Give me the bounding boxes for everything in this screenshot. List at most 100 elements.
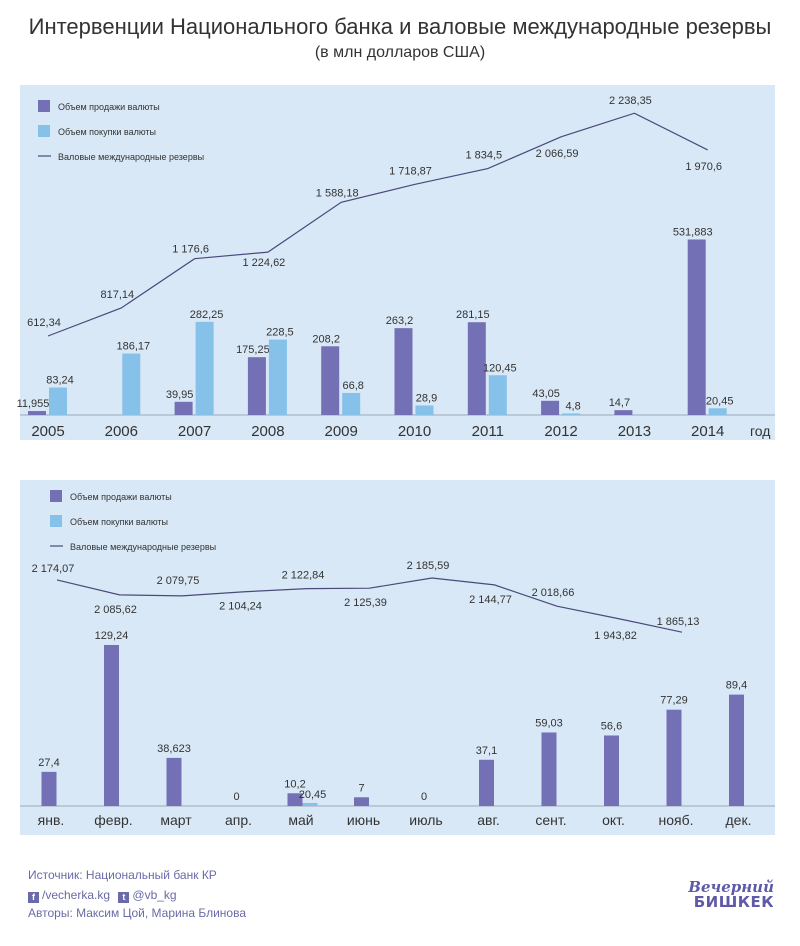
reserves-label: 1 176,6	[172, 244, 209, 256]
social-links: f/vecherka.kg t @vb_kg	[28, 888, 177, 903]
sale-bar	[666, 709, 682, 806]
purchase-bar	[268, 339, 287, 415]
chart1-x-tick: 2011	[472, 423, 504, 440]
sale-bar-label: 77,29	[660, 695, 688, 707]
chart1-x-tick: 2009	[325, 423, 358, 440]
legend-sale-swatch	[38, 100, 50, 112]
sale-bar	[604, 735, 619, 806]
sale-bar-label: 39,95	[166, 389, 194, 401]
reserves-label: 1 970,6	[685, 161, 722, 173]
chart2-x-tick: нояб.	[658, 812, 693, 828]
chart1-x-tick: 2014	[691, 423, 724, 440]
sale-bar	[614, 410, 633, 415]
sale-bar	[541, 400, 560, 415]
chart1-x-tick: 2013	[618, 423, 651, 440]
reserves-label: 1 588,18	[316, 187, 359, 199]
authors-text: Авторы: Максим Цой, Марина Блинова	[28, 906, 246, 920]
sale-bar-label: 89,4	[726, 680, 747, 692]
chart1-x-tick: 2006	[105, 423, 138, 440]
sale-bar	[467, 322, 486, 415]
chart1-x-tick: 2005	[31, 423, 64, 440]
sale-bar-label: 27,4	[38, 757, 59, 769]
reserves-label: 2 066,59	[536, 148, 579, 160]
sale-bar	[28, 411, 46, 415]
chart2-x-tick: май	[288, 812, 313, 828]
source-text: Источник: Национальный банк КР	[28, 868, 217, 882]
sale-bar-label: 281,15	[456, 309, 490, 321]
chart1-x-tick: 2010	[398, 423, 431, 440]
purchase-bar-label: 28,9	[416, 392, 437, 404]
reserves-label: 2 174,07	[32, 563, 75, 575]
sale-bar-label: 37,1	[476, 745, 497, 757]
sale-bar-label: 10,2	[284, 778, 305, 790]
sale-bar-label: 43,05	[532, 388, 560, 400]
facebook-link[interactable]: /vecherka.kg	[42, 888, 111, 902]
sale-bar-label: 59,03	[535, 717, 563, 729]
purchase-bar-label: 228,5	[266, 327, 294, 339]
sale-bar-label: 14,7	[609, 397, 630, 409]
sale-bar	[541, 732, 557, 806]
chart2-x-tick: дек.	[726, 812, 752, 828]
sale-bar	[247, 357, 266, 415]
legend-purchase-label: Объем покупки валюты	[70, 517, 168, 527]
sale-bar	[321, 346, 340, 415]
purchase-bar	[49, 387, 67, 415]
sale-bar	[354, 797, 369, 806]
sale-bar	[479, 759, 494, 806]
reserves-label: 2 079,75	[157, 575, 200, 587]
reserves-label: 1 224,62	[242, 257, 285, 269]
reserves-label: 2 122,84	[282, 570, 325, 582]
reserves-label: 2 104,24	[219, 601, 262, 613]
chart2-x-tick: июль	[409, 812, 442, 828]
chart2-x-tick: март	[160, 812, 192, 828]
reserves-label: 2 185,59	[407, 560, 450, 572]
reserves-label: 2 144,77	[469, 594, 512, 606]
purchase-bar	[488, 375, 507, 415]
sale-bar-label: 7	[358, 782, 364, 794]
chart2-x-tick: июнь	[347, 812, 380, 828]
reserves-line	[56, 577, 683, 633]
reserves-label: 1 865,13	[657, 616, 700, 628]
chart1-x-tick: 2008	[251, 423, 284, 440]
chart2-x-tick: февр.	[94, 812, 132, 828]
chart2-x-tick: окт.	[602, 812, 625, 828]
chart2-x-tick: сент.	[535, 812, 566, 828]
sale-bar-label: 129,24	[95, 630, 129, 642]
legend-sale-label: Объем продажи валюты	[58, 102, 160, 112]
sale-bar	[166, 757, 182, 806]
chart2-panel	[20, 480, 775, 835]
reserves-label: 2 125,39	[344, 597, 387, 609]
sale-bar-label: 531,883	[673, 226, 713, 238]
sale-bar	[41, 771, 57, 806]
chart-subtitle: (в млн долларов США)	[314, 44, 486, 61]
sale-bar	[687, 239, 706, 415]
chart2-x-tick: янв.	[38, 812, 65, 828]
purchase-bar-label: 282,25	[190, 309, 224, 321]
logo-line-2: БИШКЕК	[693, 893, 774, 911]
purchase-bar	[302, 803, 318, 806]
reserves-label: 2 085,62	[94, 604, 137, 616]
legend-reserves-label: Валовые международные резервы	[58, 152, 204, 162]
sale-bar-label: 11,955	[17, 398, 50, 410]
facebook-icon: f	[28, 892, 39, 903]
sale-bar-label: 56,6	[601, 720, 622, 732]
logo-line-1: Вечерний	[688, 878, 774, 896]
chart2-x-tick: апр.	[225, 812, 252, 828]
reserves-label: 1 718,87	[389, 165, 432, 177]
reserves-label: 2 018,66	[532, 587, 575, 599]
chart-title: Интервенции Национального банка и валовы…	[28, 14, 772, 39]
reserves-label: 1 834,5	[465, 150, 502, 162]
sale-bar-label: 175,25	[236, 344, 270, 356]
purchase-bar	[415, 405, 434, 415]
sale-bar	[174, 401, 193, 415]
sale-bar	[104, 644, 119, 806]
purchase-bar	[122, 353, 141, 415]
reserves-label: 1 943,82	[594, 630, 637, 642]
purchase-bar	[342, 392, 361, 415]
chart1-x-axis-label: год	[750, 423, 770, 439]
chart1-x-tick: 2012	[544, 423, 577, 440]
chart2-x-tick: авг.	[477, 812, 500, 828]
legend-purchase-swatch	[38, 125, 50, 137]
twitter-icon: t	[118, 892, 130, 903]
twitter-link[interactable]: @vb_kg	[132, 888, 177, 902]
